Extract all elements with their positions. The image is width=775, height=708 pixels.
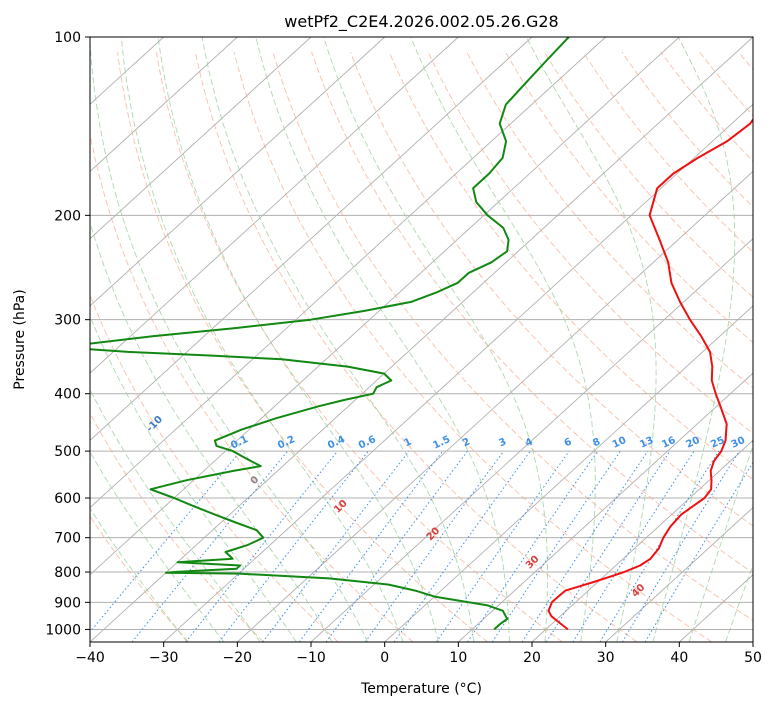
x-tick-label: 40	[670, 650, 688, 666]
isotherm--110	[90, 37, 238, 173]
mixing-ratio-label: 30	[730, 435, 747, 451]
mixing-ratio-line-8	[467, 450, 599, 642]
dry-adiabat--20	[90, 412, 264, 642]
isotherm--50	[90, 37, 680, 576]
mixing-ratio-label: 36	[750, 435, 767, 451]
y-tick-label: 900	[54, 595, 81, 611]
dry-adiabat-20	[155, 51, 563, 642]
moist-adiabat-15	[255, 37, 510, 642]
mixing-ratio-line-0.4	[185, 450, 338, 642]
mixing-ratio-line-16	[545, 450, 671, 642]
y-tick-label: 700	[54, 531, 81, 547]
isotherm--10	[310, 238, 753, 642]
isotherm-0	[384, 305, 753, 642]
y-tick-label: 100	[54, 30, 81, 46]
plot-frame	[89, 36, 754, 643]
x-tick-label: 30	[597, 650, 615, 666]
isotherm--90	[90, 37, 386, 307]
x-axis-label: Temperature (°C)	[360, 681, 482, 697]
y-tick-label: 800	[54, 565, 81, 581]
mixing-ratio-label: 2	[461, 436, 472, 449]
dry-adiabat-50	[272, 51, 753, 622]
x-tick-label: −10	[296, 650, 326, 666]
mixing-ratio-line-0.1	[90, 450, 242, 633]
y-tick-label: 500	[54, 444, 81, 460]
moist-adiabat-10	[201, 37, 475, 642]
chart-title: wetPf2_C2E4.2026.002.05.26.G28	[284, 12, 558, 32]
mixing-ratio-line-20	[572, 450, 695, 642]
mixing-ratio-line-3	[364, 450, 505, 642]
mixing-ratio-label: 4	[524, 436, 535, 449]
y-tick-label: 300	[54, 313, 81, 329]
y-tick-label: 600	[54, 491, 81, 507]
moist-adiabat-25	[410, 37, 596, 642]
profile-series	[90, 37, 753, 631]
isotherm--40	[90, 37, 753, 642]
y-tick-label: 200	[54, 208, 81, 224]
x-tick-label: −40	[75, 650, 105, 666]
dry-adiabat-110	[505, 51, 753, 344]
x-tick-label: 10	[449, 650, 467, 666]
mixing-ratio-line-6	[435, 450, 570, 642]
x-tick-label: 20	[523, 650, 541, 666]
isotherm-20	[531, 439, 753, 642]
mixing-ratio-line-1.5	[298, 450, 444, 642]
isotherm--30	[163, 103, 753, 642]
mixing-ratio-label: 6	[563, 436, 574, 449]
mixing-ratio-label: 16	[660, 435, 677, 451]
y-tick-label: 400	[54, 387, 81, 403]
mixing-ratio-label: 10	[611, 435, 628, 451]
mixing-ratio-line-2	[325, 450, 468, 642]
moist-adiabat-40	[688, 443, 753, 642]
dry-adiabat--30	[90, 515, 190, 642]
temperature-profile-line	[547, 117, 753, 631]
isotherm--100	[90, 37, 312, 240]
dry-adiabat-70	[349, 51, 753, 527]
moist-adiabat--5	[90, 37, 369, 642]
mixing-ratio-line-30	[621, 450, 740, 642]
y-axis-label: Pressure (hPa)	[12, 289, 28, 389]
moist-adiabat--15	[90, 314, 297, 642]
moist-adiabat-35	[652, 37, 736, 642]
dry-adiabat-40	[233, 51, 712, 642]
x-tick-label: 0	[380, 650, 389, 666]
isotherm-30	[605, 506, 753, 642]
y-tick-label: 1000	[45, 622, 81, 638]
x-tick-label: −30	[149, 650, 179, 666]
mixing-ratio-label: 13	[638, 435, 655, 451]
isotherm--70	[90, 37, 533, 441]
dry-adiabat-60	[311, 51, 753, 574]
mixing-ratio-line-4	[393, 450, 531, 642]
moist-adiabat--25	[90, 451, 225, 642]
moist-adiabat--20	[90, 388, 261, 642]
moist-adiabat-20	[323, 37, 548, 642]
mixing-ratio-label: 8	[591, 436, 602, 449]
mixing-ratio-line-1	[262, 450, 410, 642]
isotherm--20	[236, 170, 753, 642]
mixing-ratio-line-13	[521, 450, 649, 642]
dry-adiabat-10	[117, 51, 488, 642]
isotherm--60	[90, 37, 607, 509]
dry-adiabat-0	[90, 131, 414, 642]
dry-adiabat-100	[466, 51, 753, 389]
x-tick-label: 50	[744, 650, 762, 666]
moist-adiabat-5	[157, 37, 439, 642]
x-tick-label: −20	[223, 650, 253, 666]
mixing-ratio-label: 1	[402, 436, 413, 449]
moist-adiabat-0	[120, 37, 404, 642]
mixing-ratio-label: 20	[684, 435, 701, 451]
moist-adiabat--10	[90, 220, 333, 642]
dry-adiabat-90	[427, 51, 753, 435]
dry-adiabat--10	[90, 293, 339, 642]
isotherm-10	[457, 372, 753, 642]
mixing-ratio-label: 3	[497, 436, 508, 449]
axis-ticks: −40 −30 −20 −10 0 10 20 30 40 50 100 200 300 400 500 60…	[45, 30, 762, 666]
dewpoint-profile-line	[90, 37, 570, 631]
